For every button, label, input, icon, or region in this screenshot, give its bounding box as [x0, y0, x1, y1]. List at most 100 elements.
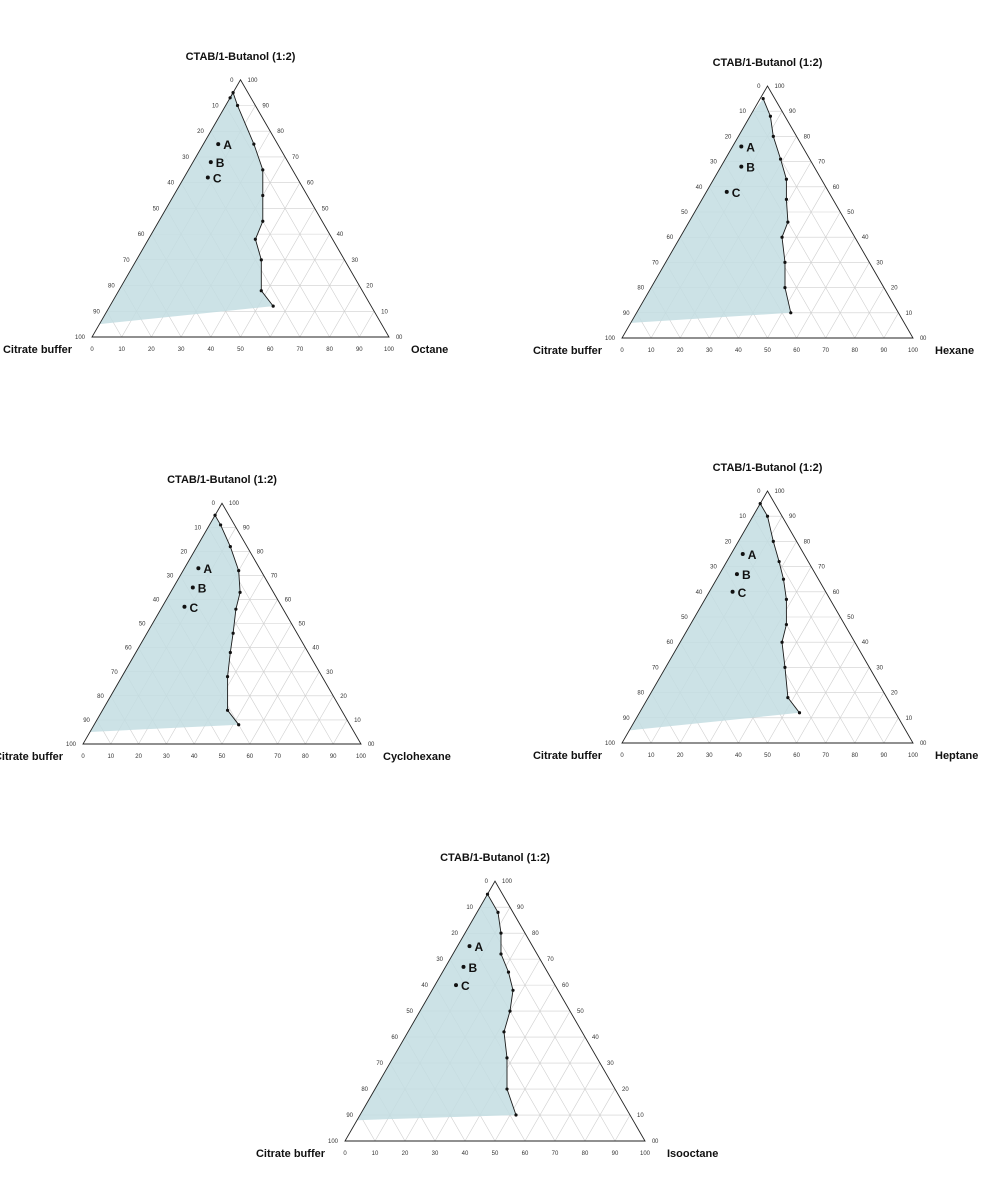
right-tick-label: 10 — [637, 1113, 644, 1119]
sample-point-c — [724, 189, 729, 194]
boundary-point — [235, 103, 240, 108]
bottom-tick-label: 70 — [297, 347, 304, 353]
right-tick-label: 40 — [862, 235, 869, 241]
left-tick-label: 30 — [710, 160, 717, 166]
right-tick-label: 90 — [262, 104, 269, 110]
bottom-tick-label: 10 — [648, 348, 655, 354]
boundary-point — [797, 711, 802, 715]
left-tick-label: 70 — [111, 670, 118, 676]
boundary-point — [252, 142, 256, 146]
right-tick-label: 40 — [862, 640, 869, 646]
sample-label-c: C — [732, 186, 741, 200]
bottom-tick-label: 30 — [706, 348, 713, 354]
boundary-point — [771, 539, 775, 543]
two-phase-region — [629, 503, 800, 731]
left-tick-label: 30 — [710, 565, 717, 571]
bottom-tick-label: 20 — [148, 347, 155, 353]
right-tick-label: 100 — [775, 84, 786, 90]
sample-point-b — [734, 572, 739, 577]
grid-line — [299, 259, 345, 338]
ternary-title: CTAB/1-Butanol (1:2) — [186, 51, 296, 63]
triangle-frame — [91, 78, 390, 338]
left-tick-label: 10 — [466, 905, 473, 911]
boundary-point — [784, 197, 789, 201]
right-tick-label: 90 — [789, 514, 796, 520]
bottom-tick-label: 10 — [118, 347, 125, 353]
right-tick-label: 100 — [229, 501, 240, 507]
left-tick-label: 50 — [681, 210, 688, 216]
sample-label-b: B — [746, 161, 755, 175]
right-tick-label: 20 — [622, 1087, 629, 1093]
bottom-tick-label: 60 — [793, 348, 800, 354]
right-tick-label: 60 — [562, 983, 569, 989]
left-tick-label: 70 — [376, 1061, 383, 1067]
grid-line — [221, 623, 292, 745]
grid-line — [554, 1062, 601, 1142]
bottom-tick-label: 90 — [881, 348, 888, 354]
boundary-point — [505, 1056, 509, 1060]
right-tick-label: 40 — [337, 232, 344, 238]
bottom-tick-label: 0 — [343, 1151, 347, 1157]
boundary-point — [783, 665, 787, 669]
bottom-tick-label: 40 — [735, 753, 742, 759]
boundary-point — [768, 114, 773, 118]
right-tick-label: 60 — [833, 590, 840, 596]
right-tick-label: 10 — [381, 309, 388, 315]
sample-point-b — [739, 164, 744, 169]
left-tick-label: 100 — [75, 335, 86, 341]
sample-label-c: C — [213, 172, 222, 186]
right-tick-label: 90 — [517, 905, 524, 911]
left-tick-label: 20 — [451, 931, 458, 937]
sample-label-b: B — [216, 156, 225, 170]
bottom-tick-label: 50 — [219, 754, 226, 760]
right-tick-label: 20 — [366, 284, 373, 290]
left-tick-label: 40 — [696, 590, 703, 596]
grid-line — [494, 1010, 571, 1142]
bottom-tick-label: 50 — [492, 1151, 499, 1157]
sample-label-c: C — [738, 586, 747, 600]
sample-point-a — [740, 551, 745, 556]
bottom-tick-label: 60 — [267, 347, 274, 353]
right-tick-label: 0 — [396, 335, 400, 341]
sample-label-a: A — [203, 562, 212, 576]
right-tick-label: 20 — [340, 694, 347, 700]
left-tick-label: 60 — [667, 235, 674, 241]
right-tick-label: 0 — [371, 742, 375, 748]
bottom-tick-label: 60 — [793, 753, 800, 759]
right-tick-label: 90 — [789, 109, 796, 115]
grid-line — [240, 208, 316, 338]
sample-label-c: C — [461, 979, 470, 993]
grid-line — [767, 616, 841, 744]
boundary-point — [771, 134, 775, 138]
right-tick-label: 0 — [399, 335, 403, 341]
sample-point-b — [208, 160, 213, 165]
left-tick-label: 90 — [623, 716, 630, 722]
left-tick-label: 40 — [696, 185, 703, 191]
boundary-point — [496, 910, 500, 914]
left-tick-label: 0 — [485, 879, 489, 885]
boundary-point — [485, 892, 490, 896]
bottom-tick-label: 90 — [612, 1151, 619, 1157]
boundary-point — [261, 168, 265, 172]
right-tick-label: 80 — [277, 129, 284, 135]
right-tick-label: 0 — [920, 741, 924, 747]
boundary-point — [778, 157, 783, 161]
left-tick-label: 70 — [652, 260, 659, 266]
left-tick-label: 50 — [153, 206, 160, 212]
bottom-tick-label: 0 — [90, 347, 94, 353]
bottom-tick-label: 10 — [648, 753, 655, 759]
right-tick-label: 0 — [923, 741, 927, 747]
two-phase-region — [357, 894, 516, 1121]
boundary-point — [253, 237, 257, 241]
bottom-tick-label: 40 — [207, 347, 214, 353]
boundary-point — [784, 177, 789, 181]
bottom-tick-label: 100 — [384, 347, 395, 353]
bottom-tick-label: 10 — [372, 1151, 379, 1157]
panel-cyclohexane: 0 0 0 10 10 10 20 20 20 30 30 30 40 40 40 50 50 50 60 60 60 7… — [0, 474, 451, 763]
right-tick-label: 80 — [804, 539, 811, 545]
boundary-point — [781, 577, 786, 581]
left-tick-label: 0 — [230, 78, 234, 84]
boundary-point — [786, 696, 790, 700]
ternary-title: CTAB/1-Butanol (1:2) — [440, 852, 550, 864]
